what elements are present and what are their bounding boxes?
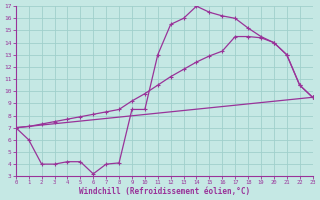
X-axis label: Windchill (Refroidissement éolien,°C): Windchill (Refroidissement éolien,°C) [79,187,250,196]
